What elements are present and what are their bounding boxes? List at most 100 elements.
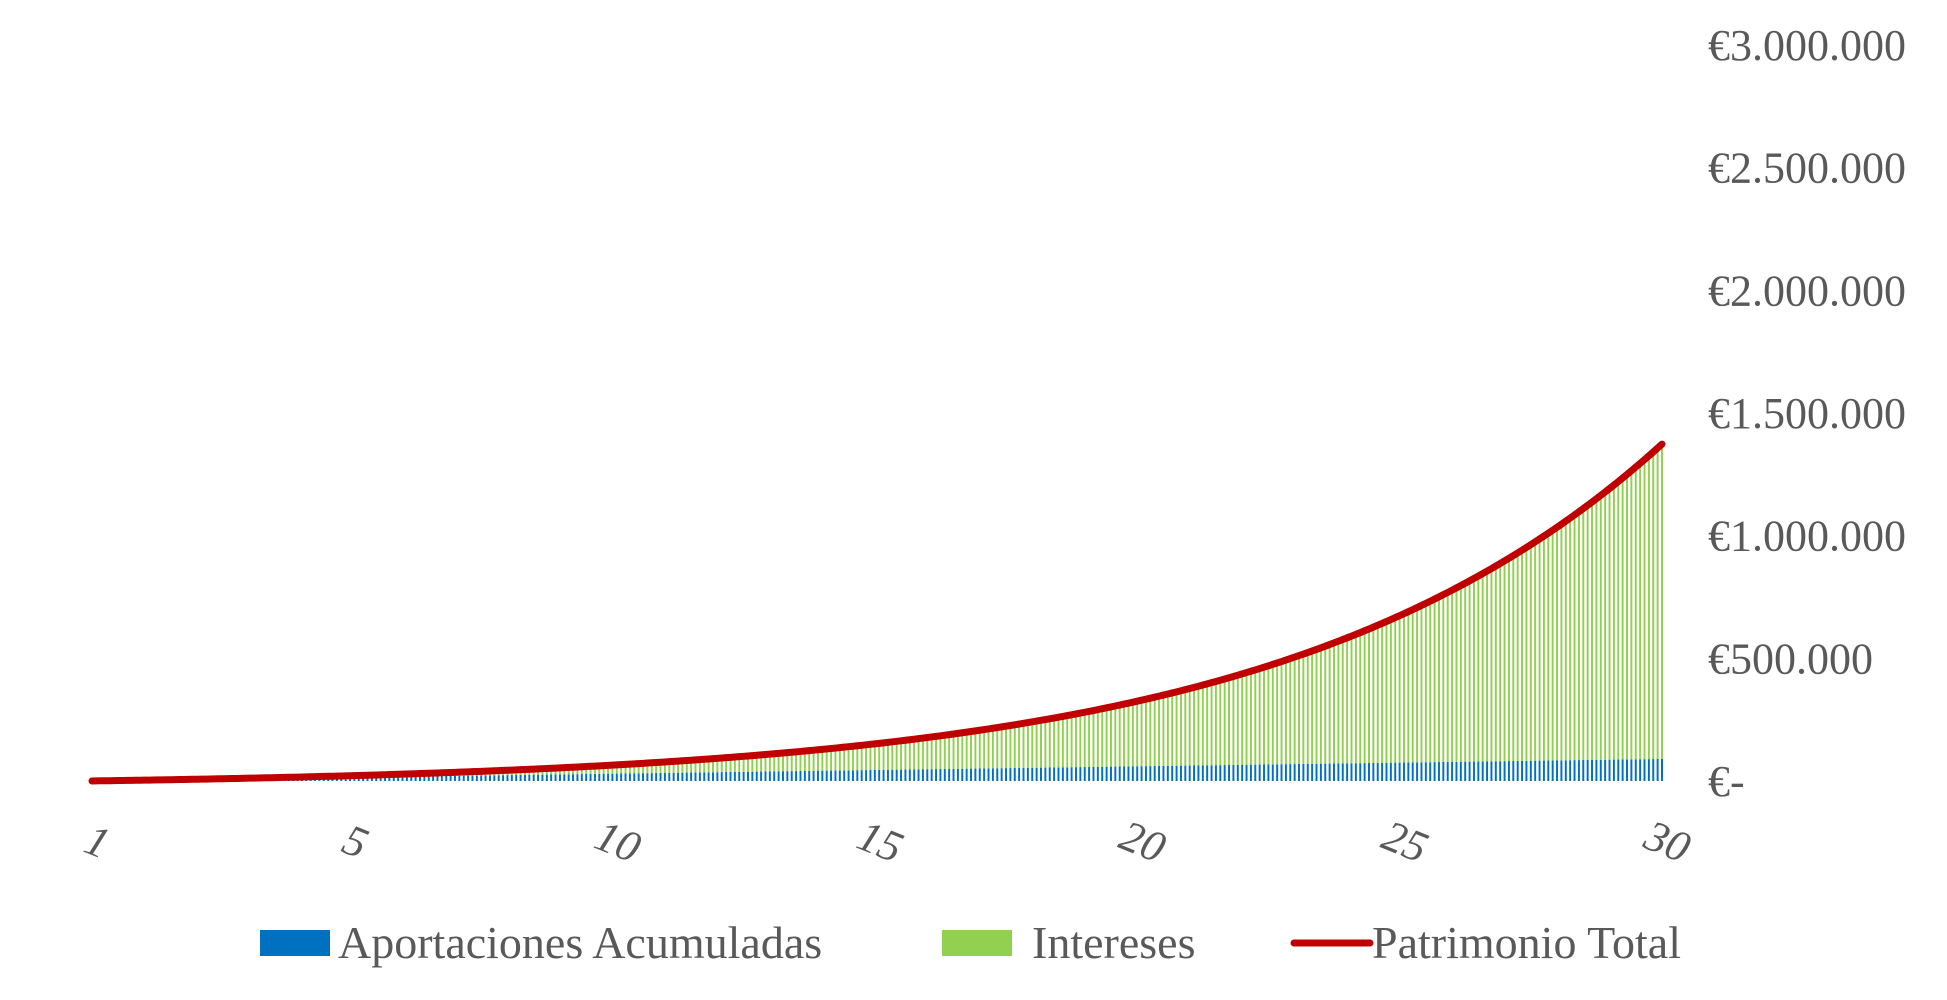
bar-intereses	[642, 763, 645, 774]
bar-intereses	[1109, 706, 1112, 767]
bar-intereses	[694, 759, 697, 773]
bar-intereses	[1481, 573, 1484, 762]
bar-intereses	[1136, 701, 1139, 767]
bar-aportaciones	[1236, 764, 1239, 781]
bar-aportaciones	[830, 770, 833, 781]
bar-aportaciones	[1171, 765, 1174, 781]
bar-aportaciones	[558, 774, 561, 781]
bar-aportaciones	[873, 769, 876, 781]
bar-aportaciones	[1258, 764, 1261, 781]
bar-intereses	[1591, 502, 1594, 760]
bar-aportaciones	[1232, 764, 1235, 781]
bar-aportaciones	[681, 772, 684, 781]
bar-intereses	[1083, 712, 1086, 768]
bar-intereses	[1626, 474, 1628, 760]
bar-intereses	[843, 747, 846, 771]
bar-intereses	[681, 760, 684, 773]
bar-aportaciones	[1630, 759, 1633, 781]
bar-intereses	[878, 743, 881, 770]
bar-aportaciones	[768, 771, 771, 781]
bar-aportaciones	[956, 768, 959, 781]
bar-aportaciones	[1000, 768, 1003, 781]
bar-aportaciones	[1529, 760, 1532, 781]
bar-intereses	[720, 757, 723, 773]
bar-intereses	[1166, 694, 1169, 766]
bar-intereses	[1276, 662, 1279, 765]
bar-intereses	[921, 738, 924, 770]
bar-aportaciones	[1144, 766, 1147, 781]
bar-intereses	[1210, 682, 1213, 766]
bar-intereses	[799, 751, 802, 772]
bar-aportaciones	[672, 772, 675, 781]
bar-aportaciones	[484, 775, 487, 781]
bar-aportaciones	[1608, 759, 1611, 781]
bar-aportaciones	[729, 771, 732, 781]
bar-intereses	[773, 753, 776, 772]
bar-aportaciones	[1564, 760, 1567, 781]
bar-aportaciones	[493, 775, 496, 781]
bar-aportaciones	[633, 773, 636, 781]
bar-aportaciones	[663, 772, 666, 781]
bar-aportaciones	[698, 772, 701, 781]
bar-aportaciones	[865, 770, 868, 781]
bar-aportaciones	[405, 776, 408, 781]
bar-aportaciones	[882, 769, 885, 781]
bar-intereses	[1127, 703, 1130, 767]
bar-aportaciones	[1643, 759, 1646, 781]
bar-intereses	[607, 765, 610, 774]
bar-intereses	[869, 744, 872, 771]
bar-intereses	[1061, 716, 1064, 768]
bar-aportaciones	[1494, 761, 1497, 781]
bar-intereses	[1538, 538, 1541, 761]
bar-intereses	[663, 761, 666, 773]
bar-aportaciones	[1582, 760, 1585, 781]
bar-aportaciones	[1188, 765, 1191, 781]
bar-aportaciones	[685, 772, 688, 781]
bar-intereses	[1595, 498, 1598, 760]
bar-aportaciones	[423, 776, 426, 781]
bar-aportaciones	[1271, 764, 1274, 781]
bar-intereses	[1429, 601, 1432, 763]
bar-aportaciones	[1092, 766, 1095, 781]
bar-aportaciones	[1359, 763, 1362, 781]
bar-aportaciones	[1337, 763, 1340, 781]
bar-intereses	[668, 761, 671, 773]
bar-intereses	[952, 733, 955, 769]
bar-intereses	[1407, 611, 1410, 763]
bar-aportaciones	[803, 770, 806, 781]
bar-intereses	[913, 739, 916, 770]
bar-aportaciones	[1560, 760, 1563, 781]
bar-aportaciones	[808, 770, 811, 781]
bar-intereses	[1402, 613, 1405, 763]
bar-aportaciones	[816, 770, 819, 781]
bar-aportaciones	[991, 768, 994, 781]
bar-intereses	[830, 748, 833, 771]
bar-intereses	[1337, 641, 1340, 764]
bar-aportaciones	[642, 773, 645, 781]
bar-aportaciones	[1420, 762, 1423, 781]
bar-aportaciones	[589, 773, 592, 781]
bar-intereses	[1013, 724, 1016, 768]
bar-aportaciones	[760, 771, 763, 781]
bar-intereses	[1048, 718, 1051, 768]
bar-intereses	[1245, 672, 1248, 765]
bar-intereses	[1241, 673, 1244, 765]
bar-aportaciones	[1118, 766, 1121, 781]
bar-intereses	[1560, 524, 1563, 761]
bar-intereses	[900, 740, 903, 770]
bar-aportaciones	[1223, 765, 1226, 781]
bar-intereses	[1451, 590, 1454, 762]
bar-aportaciones	[948, 768, 951, 781]
y-axis-ticks: €- €500.000 €1.000.000 €1.500.000 €2.000.000…	[1708, 21, 1906, 806]
bar-aportaciones	[1468, 761, 1471, 781]
bar-aportaciones	[781, 771, 784, 781]
bar-intereses	[620, 764, 623, 774]
bar-intereses	[926, 737, 929, 770]
bars-group	[91, 444, 1663, 781]
bar-intereses	[851, 746, 854, 771]
bar-intereses	[935, 736, 938, 770]
bar-aportaciones	[677, 772, 680, 781]
bar-aportaciones	[611, 773, 614, 781]
bar-aportaciones	[1096, 766, 1099, 781]
bar-aportaciones	[1551, 760, 1554, 781]
